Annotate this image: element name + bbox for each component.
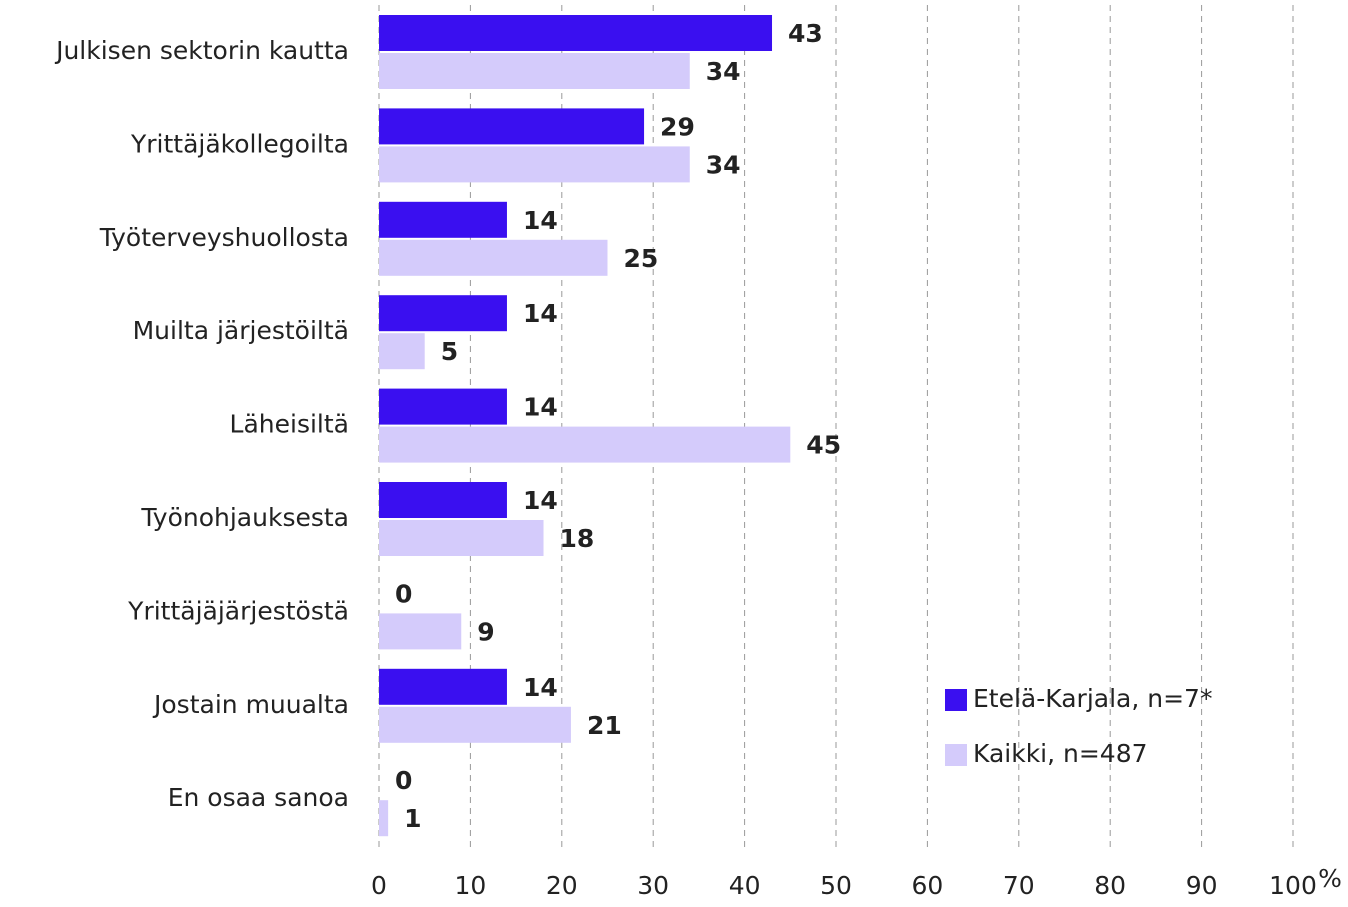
x-tick-label: 0 bbox=[371, 871, 387, 900]
y-tick-label: Työterveyshuollosta bbox=[99, 223, 349, 252]
x-tick-label: 40 bbox=[729, 871, 761, 900]
legend-label: Kaikki, n=487 bbox=[973, 739, 1148, 768]
x-axis-label: % bbox=[1318, 864, 1342, 893]
bar bbox=[379, 520, 544, 556]
y-tick-label: Muilta järjestöiltä bbox=[133, 316, 349, 345]
value-label: 14 bbox=[523, 299, 558, 328]
value-label: 5 bbox=[441, 337, 458, 366]
y-tick-label: Yrittäjäkollegoilta bbox=[130, 129, 349, 158]
legend-swatch bbox=[945, 689, 967, 711]
y-tick-label: Työnohjauksesta bbox=[140, 503, 349, 532]
bar bbox=[379, 388, 507, 425]
x-tick-label: 10 bbox=[454, 871, 486, 900]
bar bbox=[379, 201, 507, 238]
y-tick-label: Julkisen sektorin kautta bbox=[54, 36, 349, 65]
bar bbox=[379, 239, 608, 276]
x-tick-label: 50 bbox=[820, 871, 852, 900]
value-label: 21 bbox=[587, 711, 622, 740]
bar bbox=[379, 53, 690, 89]
value-label: 0 bbox=[395, 579, 412, 608]
value-label: 43 bbox=[788, 19, 823, 48]
bar bbox=[379, 613, 462, 650]
y-tick-label: Jostain muualta bbox=[152, 690, 349, 719]
value-label: 14 bbox=[523, 393, 558, 422]
x-tick-label: 20 bbox=[546, 871, 578, 900]
y-tick-label: Läheisiltä bbox=[230, 410, 349, 439]
value-label: 1 bbox=[404, 804, 421, 833]
value-label: 45 bbox=[806, 431, 841, 460]
y-tick-label: Yrittäjäjärjestöstä bbox=[127, 596, 349, 625]
x-tick-label: 90 bbox=[1186, 871, 1218, 900]
x-tick-label: 80 bbox=[1094, 871, 1126, 900]
bar bbox=[379, 482, 507, 518]
bar bbox=[379, 706, 571, 743]
value-label: 34 bbox=[706, 150, 741, 179]
y-tick-label: En osaa sanoa bbox=[168, 783, 349, 812]
bar bbox=[379, 800, 389, 837]
value-label: 34 bbox=[706, 57, 741, 86]
value-label: 14 bbox=[523, 673, 558, 702]
x-tick-label: 60 bbox=[911, 871, 943, 900]
value-label: 18 bbox=[560, 524, 595, 553]
x-tick-label: 30 bbox=[637, 871, 669, 900]
bar bbox=[379, 15, 773, 51]
legend-label: Etelä-Karjala, n=7* bbox=[973, 684, 1212, 713]
bar bbox=[379, 333, 425, 370]
bar bbox=[379, 668, 507, 705]
bar bbox=[379, 146, 690, 183]
x-tick-label: 100 bbox=[1269, 871, 1317, 900]
value-label: 14 bbox=[523, 486, 558, 515]
value-label: 25 bbox=[624, 244, 659, 273]
value-label: 9 bbox=[477, 617, 494, 646]
value-label: 29 bbox=[660, 112, 695, 141]
bar bbox=[379, 426, 791, 463]
bar bbox=[379, 108, 645, 145]
x-tick-label: 70 bbox=[1003, 871, 1035, 900]
value-label: 0 bbox=[395, 766, 412, 795]
legend-swatch bbox=[945, 744, 967, 766]
value-label: 14 bbox=[523, 206, 558, 235]
bar bbox=[379, 295, 507, 332]
